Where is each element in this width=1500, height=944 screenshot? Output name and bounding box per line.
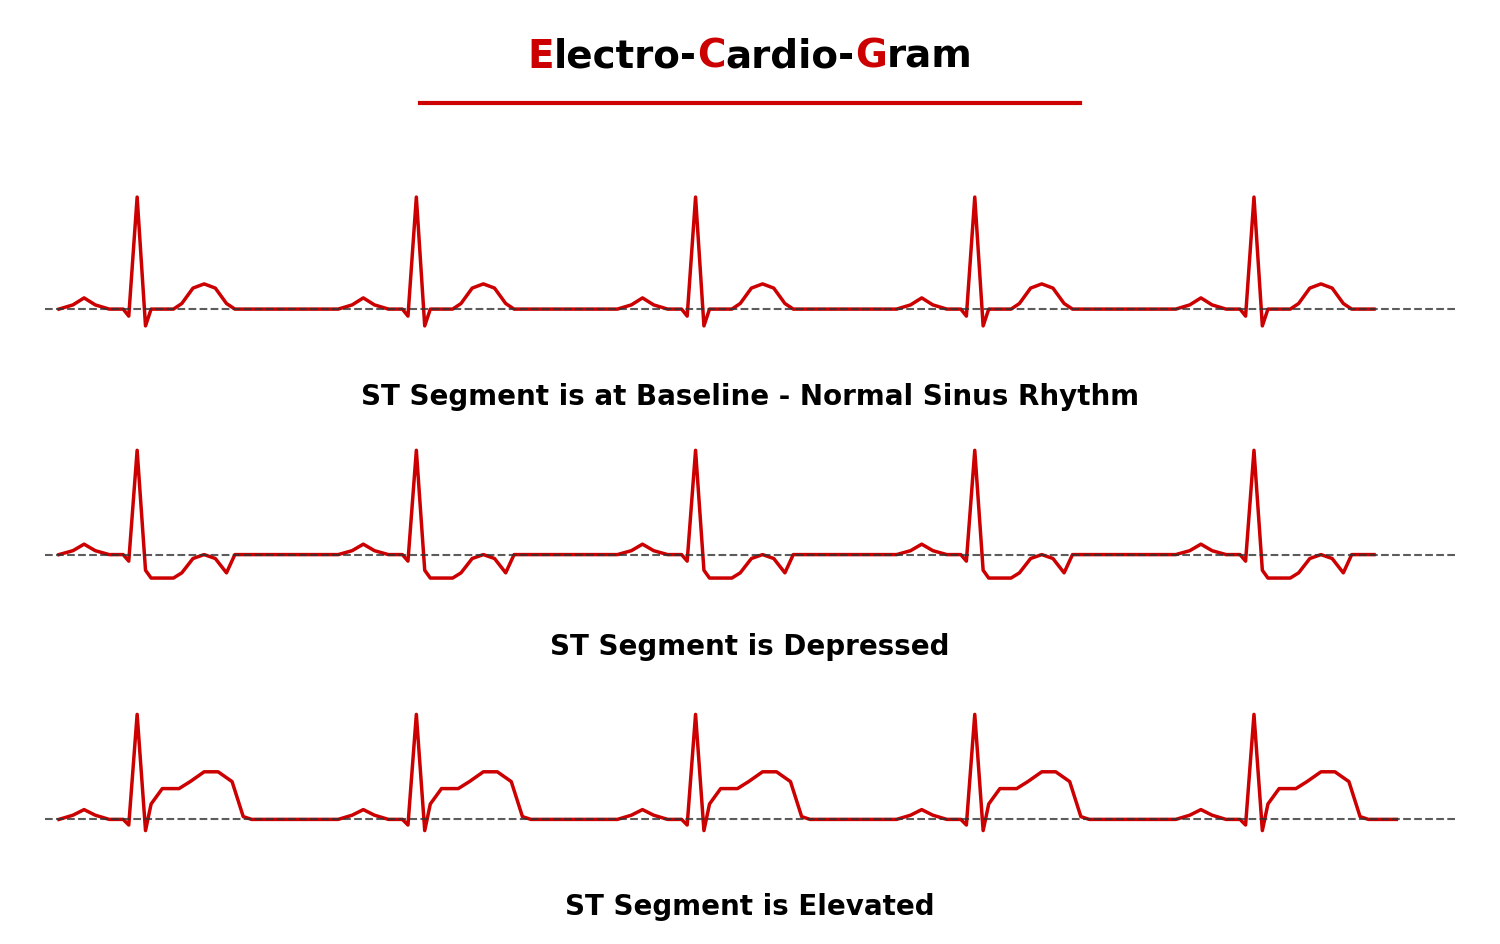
Text: G: G — [855, 38, 886, 76]
Text: C: C — [698, 38, 726, 76]
Text: ST Segment is at Baseline - Normal Sinus Rhythm: ST Segment is at Baseline - Normal Sinus… — [362, 382, 1138, 411]
Text: lectro-: lectro- — [554, 38, 698, 76]
Text: E: E — [528, 38, 554, 76]
Text: ST Segment is Elevated: ST Segment is Elevated — [566, 892, 934, 920]
Text: ram: ram — [886, 38, 972, 76]
Text: ardio-: ardio- — [726, 38, 855, 76]
Text: ST Segment is Depressed: ST Segment is Depressed — [550, 632, 950, 661]
